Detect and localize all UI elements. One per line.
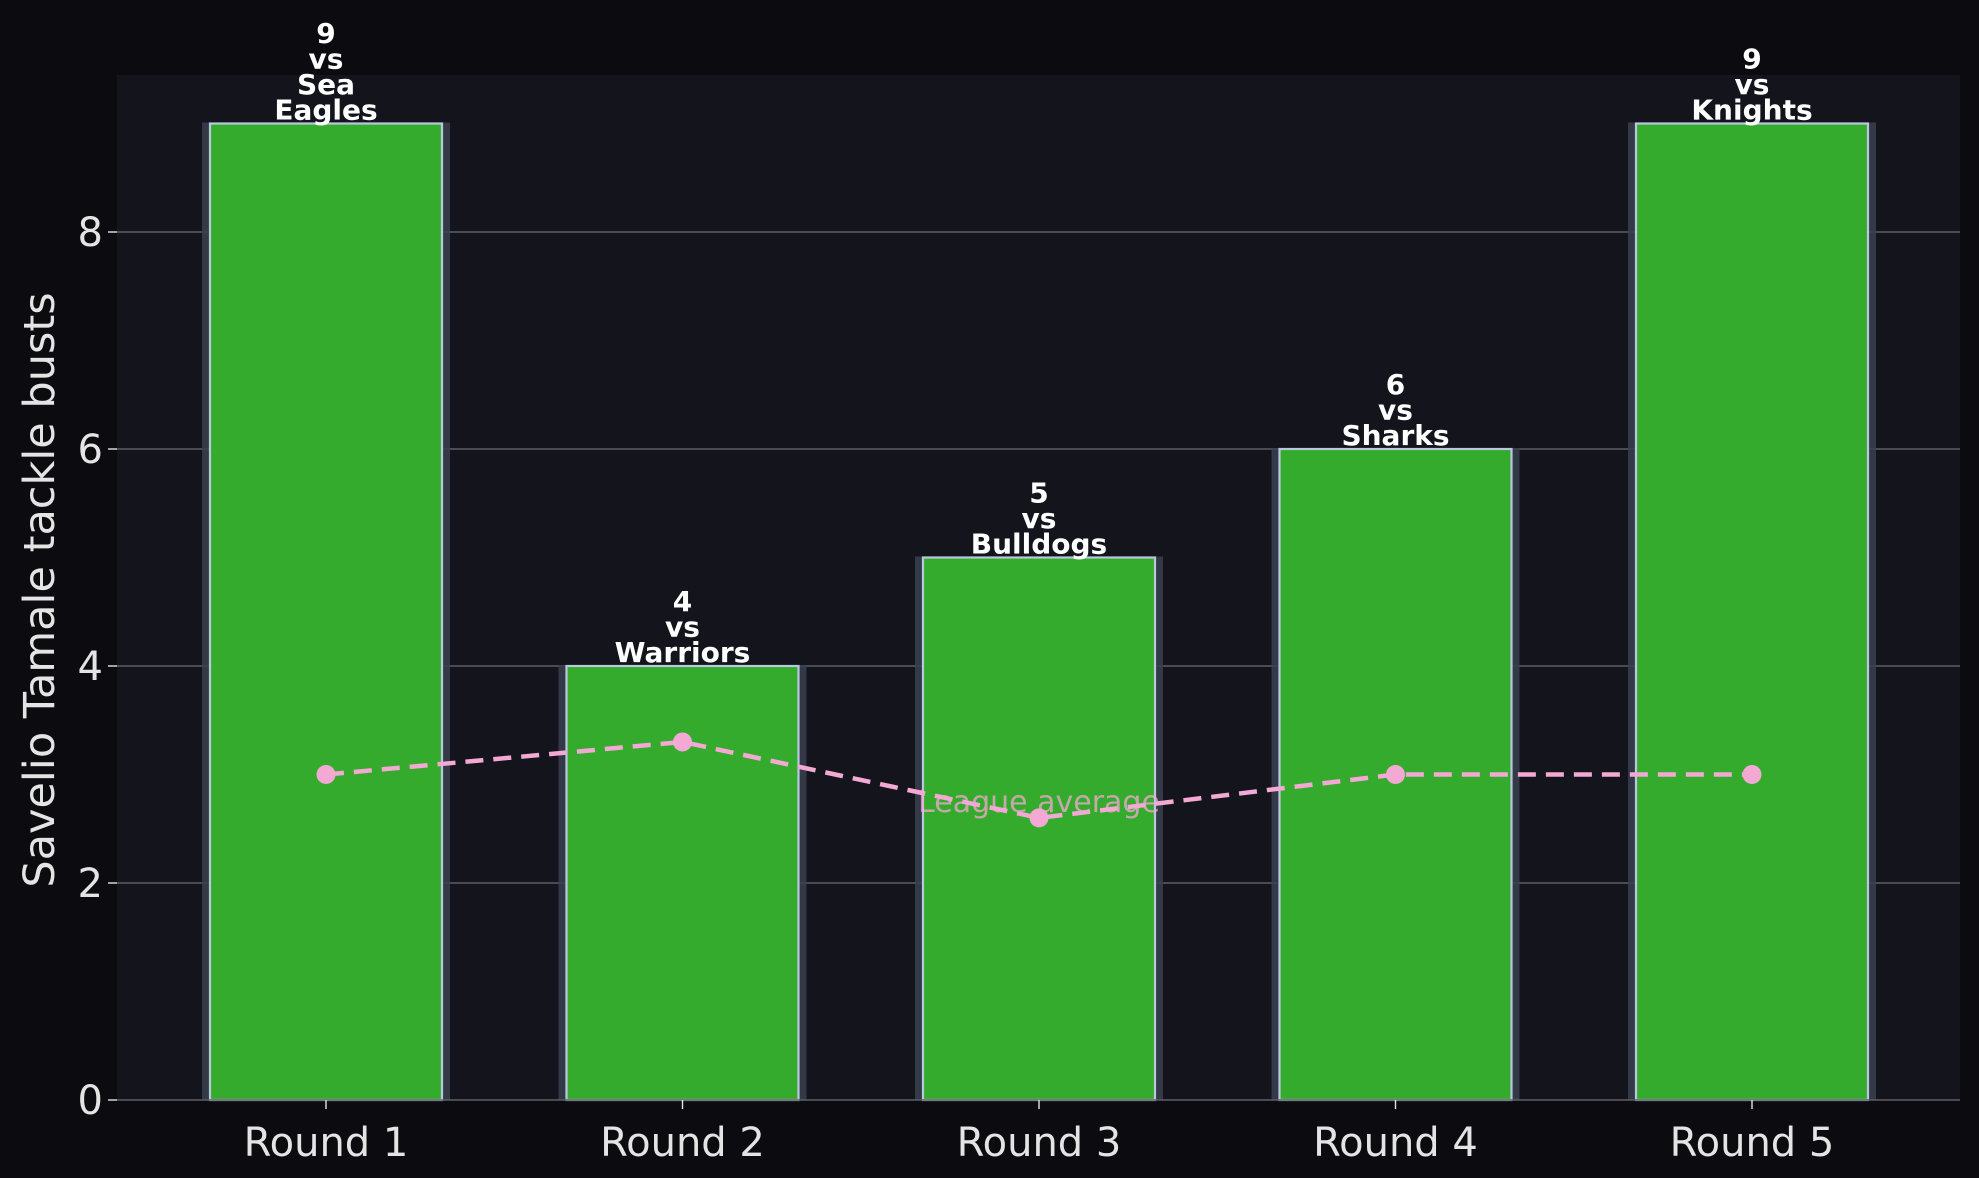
bar-annotation-line: vs [1735,68,1770,101]
bar-round-5 [1634,122,1870,1102]
bar-round-3 [921,556,1157,1102]
bar-annotation-line: 6 [1386,368,1405,401]
y-tick-label: 8 [78,210,103,256]
bar-annotation-line: Warriors [615,636,751,669]
bar-annotations: 9vsSeaEagles4vsWarriors5vsBulldogs6vsSha… [274,17,1812,669]
bar-annotation-line: vs [665,611,700,644]
bar-annotation-line: Sharks [1341,419,1449,452]
bar-annotation-line: Knights [1691,94,1812,127]
bar-annotation-line: vs [309,43,344,76]
bar-annotation-line: 5 [1029,477,1048,510]
y-tick-label: 0 [78,1078,103,1124]
x-tick-label: Round 1 [244,1120,409,1166]
league-average-point [1029,808,1049,828]
bar-annotation-line: 9 [1742,43,1761,76]
bar-annotation-line: vs [1022,502,1057,535]
bar-annotation-line: Bulldogs [971,528,1107,561]
bar-annotation-line: 4 [673,585,692,618]
bar-annotation-line: Eagles [274,94,377,127]
league-average-point [1386,765,1405,784]
bar-annotation-line: Sea [297,68,355,101]
bar-annotation-line: 9 [316,17,335,50]
axes: 0 2 4 6 8 Round 1 Round 2 Round 3 Round 4 Round 5 [78,210,1960,1166]
league-average-point [1742,765,1762,784]
x-tick-label: Round 4 [1313,1120,1478,1166]
bar-annotation-line: vs [1378,394,1413,427]
league-average-point [673,732,692,752]
league-average-point [316,765,336,784]
x-tick-label: Round 2 [600,1120,765,1166]
bar-round-1 [208,122,444,1102]
league-average-line [325,739,1752,821]
bar-round-2 [565,664,800,1102]
x-tick-label: Round 5 [1670,1120,1835,1166]
y-tick-label: 4 [78,644,103,690]
y-axis-label: Savelio Tamale tackle busts [15,292,65,887]
y-tick-label: 2 [78,861,103,907]
y-tick-label: 6 [78,427,103,473]
x-tick-label: Round 3 [957,1120,1122,1166]
league-average-label: League average [918,785,1160,820]
league-average-series: League average [316,732,1762,828]
